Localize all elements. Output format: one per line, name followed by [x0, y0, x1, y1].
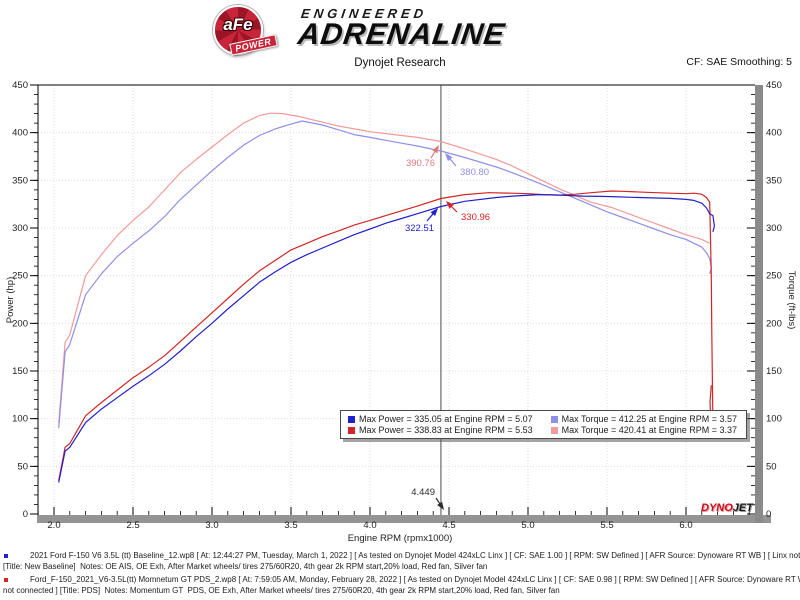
- y-left-axis-title: Power (hp): [5, 277, 16, 323]
- series-baseline-torque: [58, 120, 712, 429]
- y-right-tick-label: 250: [766, 271, 782, 282]
- run-info-momentum: Ford_F-150_2021_V6-3.5L(tt) Momnetum GT …: [0, 574, 800, 596]
- y-left-tick-label: 450: [12, 80, 28, 91]
- x-tick-label: 3.5: [284, 520, 297, 531]
- annotation-label: 330.96: [461, 212, 490, 223]
- y-right-tick-label: 50: [766, 461, 777, 472]
- x-tick-label: 4.0: [363, 520, 376, 531]
- y-right-axis-title: Torque (ft-lbs): [786, 271, 797, 330]
- x-tick-label: 2.5: [126, 520, 139, 531]
- y-left-tick-label: 0: [23, 509, 28, 520]
- y-right-tick-label: 200: [766, 318, 782, 329]
- series-baseline-power: [58, 194, 716, 483]
- legend-swatch-icon: [348, 415, 355, 423]
- legend-item: Max Power = 338.83 at Engine RPM = 5.53: [348, 425, 533, 435]
- x-tick-label: 4.5: [442, 520, 455, 531]
- y-left-tick-label: 300: [12, 223, 28, 234]
- dynojet-logo-jet: JET: [732, 502, 753, 514]
- y-left-tick-label: 200: [12, 318, 28, 329]
- annotation-label: 380.80: [460, 167, 489, 178]
- afe-logo: aFe POWER: [213, 5, 278, 56]
- y-left-tick-label: 150: [12, 366, 28, 377]
- run-info-baseline: 2021 Ford F-150 V6 3.5L (tt) Baseline_12…: [0, 550, 800, 572]
- page-title: Dynojet Research: [354, 57, 446, 69]
- x-axis-bar: [37, 515, 771, 523]
- legend-swatch-icon: [550, 426, 558, 434]
- legend-label: Max Torque = 412.25 at Engine RPM = 3.57: [561, 414, 738, 424]
- y-right-tick-label: 350: [766, 175, 782, 186]
- series-momentum-power: [58, 190, 714, 481]
- annotation-arrowhead: [430, 208, 438, 216]
- x-axis-title: Engine RPM (rpmx1000): [348, 533, 453, 544]
- series-curves: [58, 85, 716, 515]
- x-tick-label: 5.0: [521, 520, 534, 531]
- baseline-line2: [Title: New Baseline] Notes: OE AIS, OE …: [3, 562, 488, 571]
- series-momentum-torque: [58, 112, 710, 424]
- legend-label: Max Power = 335.05 at Engine RPM = 5.07: [359, 414, 533, 424]
- y-right-tick-label: 150: [766, 366, 782, 377]
- x-tick-label: 2.0: [47, 520, 60, 531]
- dynojet-logo: DYNOJET: [701, 502, 753, 514]
- y-right-tick-label: 100: [766, 414, 782, 425]
- gridlines: [38, 85, 755, 515]
- y-right-tick-label: 400: [766, 128, 782, 139]
- annotation-arrowhead: [446, 201, 454, 209]
- y-left-tick-label: 400: [12, 128, 28, 139]
- annotation-label: 390.76: [406, 158, 435, 169]
- afe-logo-text: aFe: [223, 15, 253, 34]
- legend: Max Power = 335.05 at Engine RPM = 5.07 M…: [340, 410, 748, 439]
- annotation-arrowhead: [437, 501, 444, 510]
- legend-swatch-icon: [348, 426, 355, 434]
- x-tick-label: 5.5: [600, 520, 613, 531]
- annotation-label: 322.51: [405, 223, 434, 234]
- legend-item: Max Torque = 420.41 at Engine RPM = 3.37: [550, 425, 738, 435]
- annotation-label: 4.449: [411, 487, 435, 498]
- y-right-tick-label: 300: [766, 223, 782, 234]
- run-info: 2021 Ford F-150 V6 3.5L (tt) Baseline_12…: [0, 550, 800, 598]
- y-left-tick-label: 250: [12, 271, 28, 282]
- legend-label: Max Torque = 420.41 at Engine RPM = 3.37: [561, 425, 738, 435]
- right-axis-bar: [755, 85, 763, 523]
- annotations: 390.76 380.80 322.51 330.96 4.449: [405, 145, 490, 510]
- baseline-bullet-icon: [4, 554, 8, 558]
- smoothing-info: CF: SAE Smoothing: 5: [686, 56, 792, 68]
- y-left-tick-label: 100: [12, 414, 28, 425]
- momentum-line2: not connected ] [Title: PDS] Notes: Mome…: [3, 586, 560, 595]
- y-right-tick-label: 450: [766, 80, 782, 91]
- legend-item: Max Torque = 412.25 at Engine RPM = 3.57: [550, 414, 738, 424]
- baseline-line1: 2021 Ford F-150 V6 3.5L (tt) Baseline_12…: [30, 551, 800, 560]
- momentum-bullet-icon: [4, 578, 8, 582]
- x-tick-label: 3.0: [205, 520, 218, 531]
- y-left-tick-label: 50: [17, 461, 28, 472]
- legend-label: Max Power = 338.83 at Engine RPM = 5.53: [359, 425, 533, 435]
- y-right-tick-label: 0: [766, 509, 771, 520]
- axes: 2.0 2.5 3.0 3.5 4.0 4.5 5.0 5.5 6.0 0 0 50 50 100 100 1…: [5, 80, 797, 544]
- x-tick-label: 6.0: [679, 520, 692, 531]
- annotation-arrowhead: [445, 153, 453, 161]
- legend-item: Max Power = 335.05 at Engine RPM = 5.07: [348, 414, 533, 424]
- momentum-line1: Ford_F-150_2021_V6-3.5L(tt) Momnetum GT …: [30, 575, 800, 584]
- annotation-arrowhead: [432, 145, 439, 154]
- legend-swatch-icon: [550, 415, 558, 423]
- dynojet-logo-dyno: DYNO: [701, 502, 733, 514]
- y-left-tick-label: 350: [12, 175, 28, 186]
